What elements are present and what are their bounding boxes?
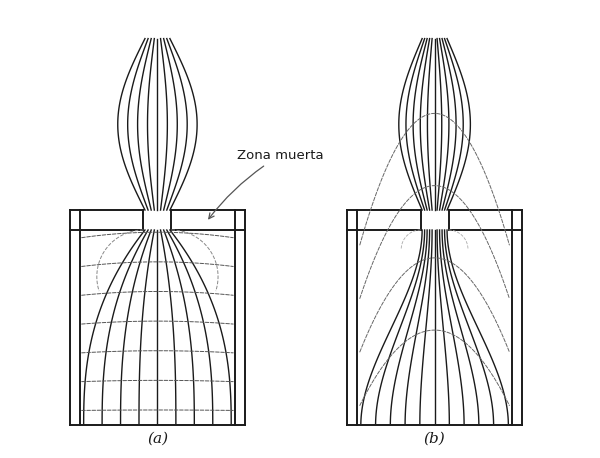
Text: (b): (b) xyxy=(424,431,445,445)
Text: (a): (a) xyxy=(147,431,168,445)
Text: Zona muerta: Zona muerta xyxy=(209,149,324,218)
